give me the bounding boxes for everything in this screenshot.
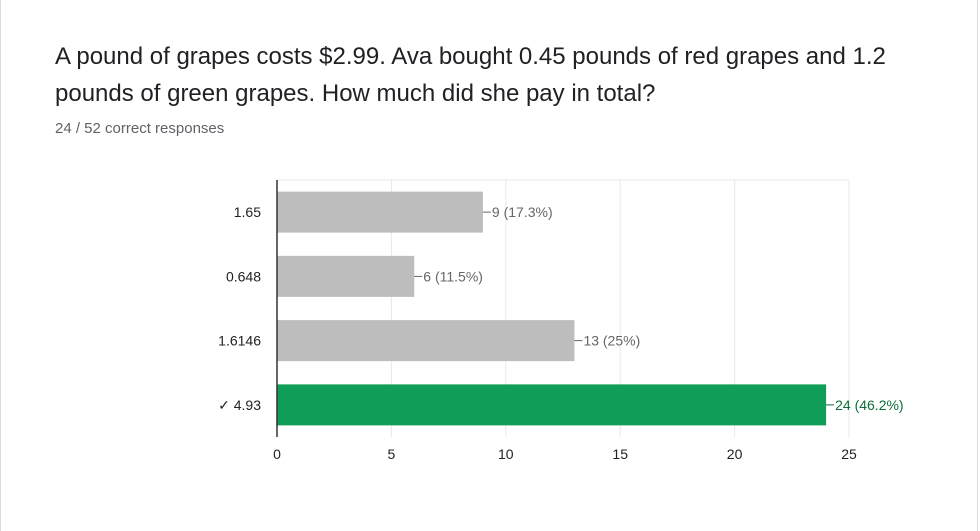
category-label: ✓ 4.93	[218, 397, 261, 413]
data-label: 9 (17.3%)	[492, 204, 553, 220]
x-tick-label: 0	[273, 446, 281, 462]
x-tick-label: 5	[388, 446, 396, 462]
bar-correct-answer	[277, 384, 827, 426]
category-label: 0.648	[226, 268, 261, 284]
bar	[277, 191, 483, 233]
x-tick-label: 25	[841, 446, 857, 462]
data-label: 24 (46.2%)	[835, 397, 903, 413]
x-tick-label: 20	[727, 446, 743, 462]
category-label: 1.6146	[218, 333, 261, 349]
category-label: 1.65	[234, 204, 261, 220]
bar	[277, 255, 415, 297]
x-tick-label: 15	[612, 446, 628, 462]
question-title: A pound of grapes costs $2.99. Ava bough…	[55, 43, 886, 107]
bar	[277, 320, 575, 362]
data-label: 6 (11.5%)	[423, 268, 483, 284]
correct-responses-summary: 24 / 52 correct responses	[55, 120, 225, 137]
data-label: 13 (25%)	[583, 333, 640, 349]
x-tick-label: 10	[498, 446, 514, 462]
